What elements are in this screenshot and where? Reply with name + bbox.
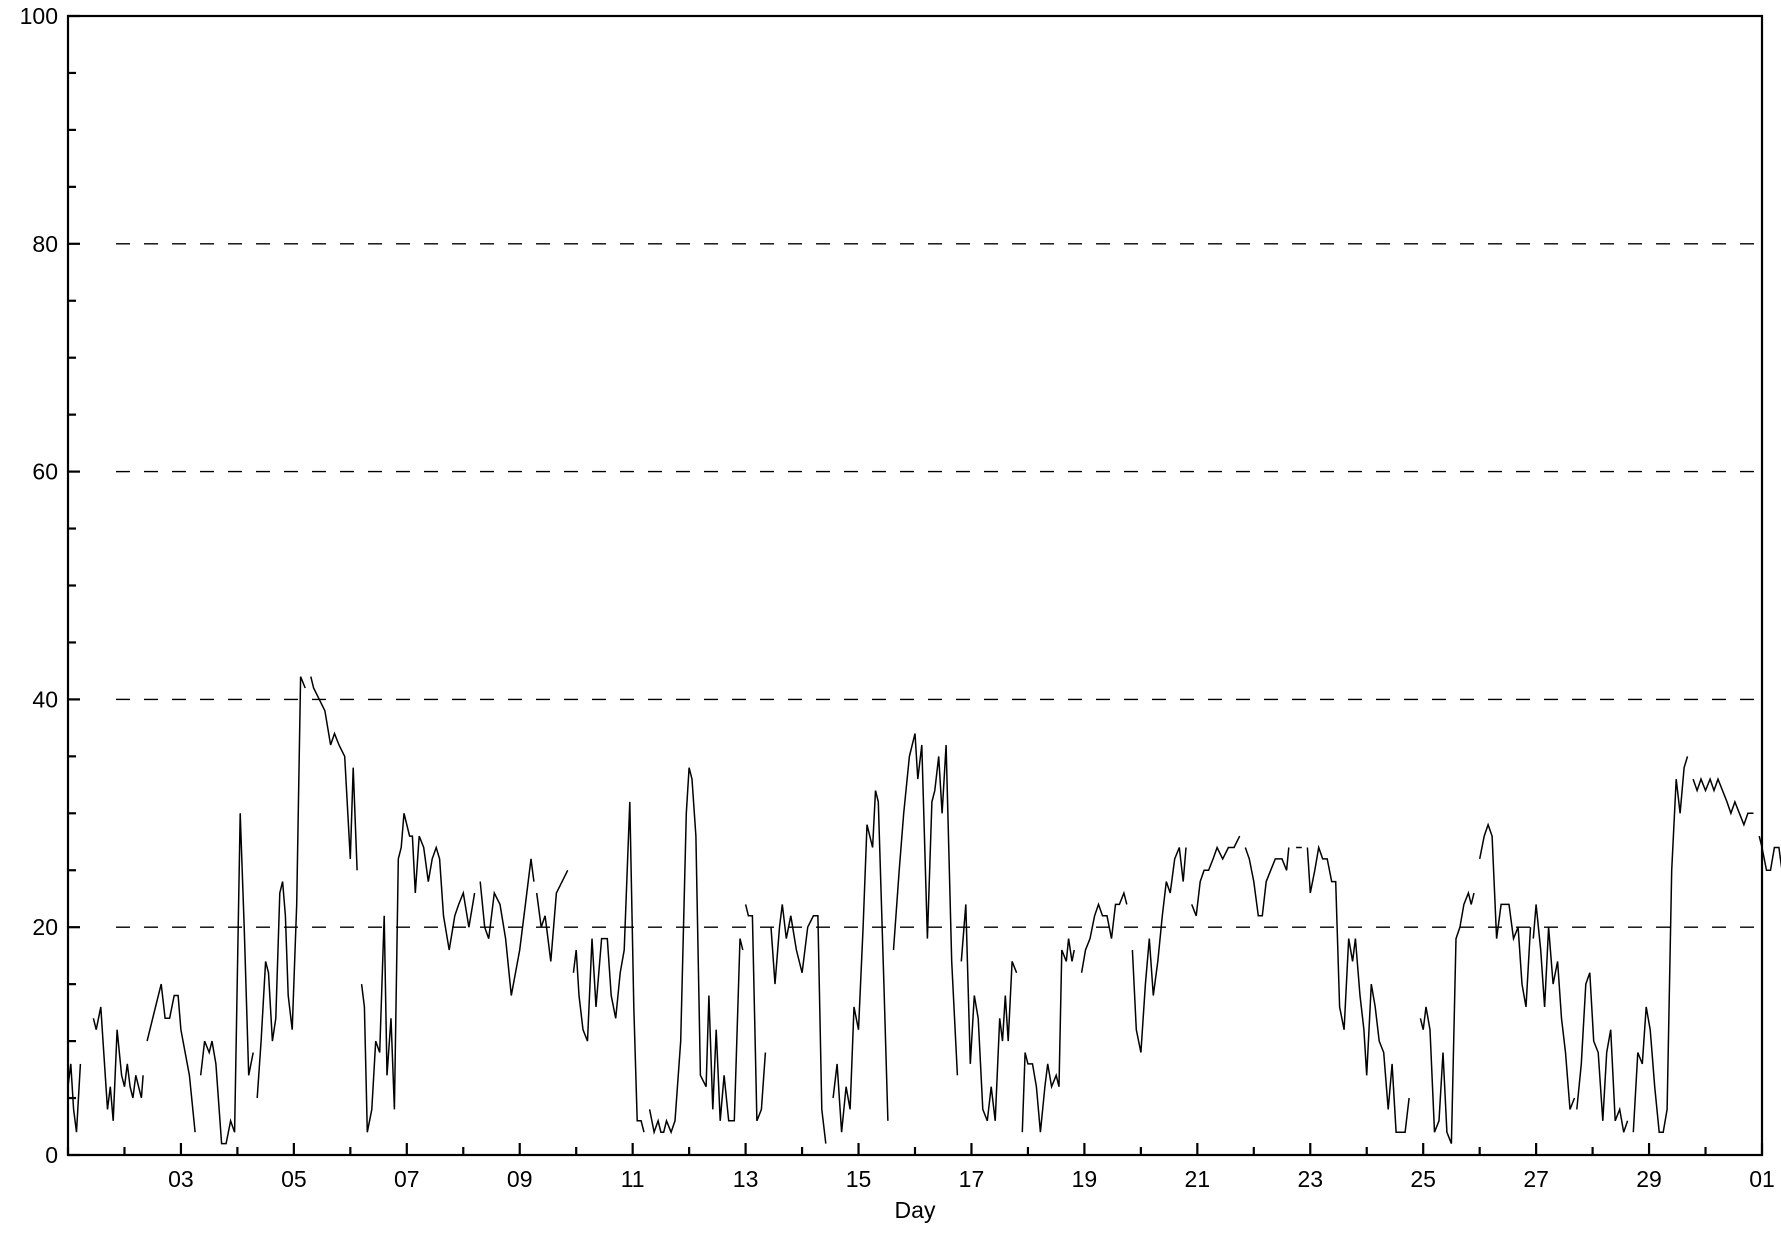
x-tick-label: 15 (846, 1166, 872, 1192)
x-tick-label: 17 (959, 1166, 985, 1192)
series-segment (1419, 890, 1475, 1144)
y-tick-label: 20 (32, 914, 58, 940)
series-segment (832, 790, 889, 1133)
y-tick-label: 100 (20, 3, 58, 29)
series-segment (1306, 844, 1410, 1133)
x-tick-label: 07 (394, 1166, 420, 1192)
gridlines (116, 243, 1762, 928)
series-segment (1021, 938, 1075, 1133)
series-segment (1478, 822, 1532, 1008)
series-segment (1758, 835, 1781, 872)
x-tick-labels: 03 05 07 09 11 13 15 17 19 21 23 25 27 29 01 (168, 1166, 1775, 1192)
series-segment (199, 813, 254, 1145)
x-tick-label: 03 (168, 1166, 194, 1192)
series-segment (648, 767, 744, 1136)
y-tick-label: 40 (32, 686, 58, 712)
series-segment (360, 813, 476, 1133)
x-tick-label: 21 (1185, 1166, 1211, 1192)
series-segment (146, 983, 196, 1133)
series-segment (256, 676, 306, 1099)
series-segment (535, 869, 569, 962)
series-segment (1244, 847, 1290, 917)
series-segment (744, 904, 767, 1122)
series-segment (92, 1006, 144, 1121)
series-segment (960, 904, 1018, 1122)
series-segment (770, 904, 827, 1144)
series-segment (1532, 904, 1576, 1110)
series-segment (1576, 972, 1629, 1133)
series-segment (1080, 890, 1128, 973)
series-line (67, 676, 1781, 1145)
axis-ticks (66, 14, 1764, 1157)
y-tick-label: 60 (32, 459, 58, 485)
x-tick-label: 19 (1072, 1166, 1098, 1192)
x-tick-label: 05 (281, 1166, 307, 1192)
series-segment (1131, 847, 1187, 1053)
x-tick-label: 01 (1749, 1166, 1775, 1192)
series-segment (310, 676, 358, 871)
x-tick-label: 23 (1297, 1166, 1323, 1192)
x-tick-label: 29 (1636, 1166, 1662, 1192)
series-segment (1692, 776, 1754, 827)
series-segment (572, 801, 645, 1133)
x-tick-label: 13 (733, 1166, 759, 1192)
series-segment (1632, 756, 1689, 1133)
x-tick-label: 09 (507, 1166, 533, 1192)
x-axis-title: Day (895, 1197, 936, 1223)
series-segment (67, 1063, 82, 1133)
plot-frame (66, 14, 1764, 1157)
x-tick-label: 11 (621, 1166, 645, 1192)
y-tick-label: 0 (45, 1142, 58, 1168)
series-segment (892, 733, 959, 1076)
series-segment (479, 858, 535, 996)
series-segment (1191, 835, 1241, 917)
y-tick-labels: 0 20 40 60 80 100 (20, 3, 58, 1168)
x-tick-label: 25 (1410, 1166, 1436, 1192)
x-tick-label: 27 (1523, 1166, 1549, 1192)
y-tick-label: 80 (32, 231, 58, 257)
